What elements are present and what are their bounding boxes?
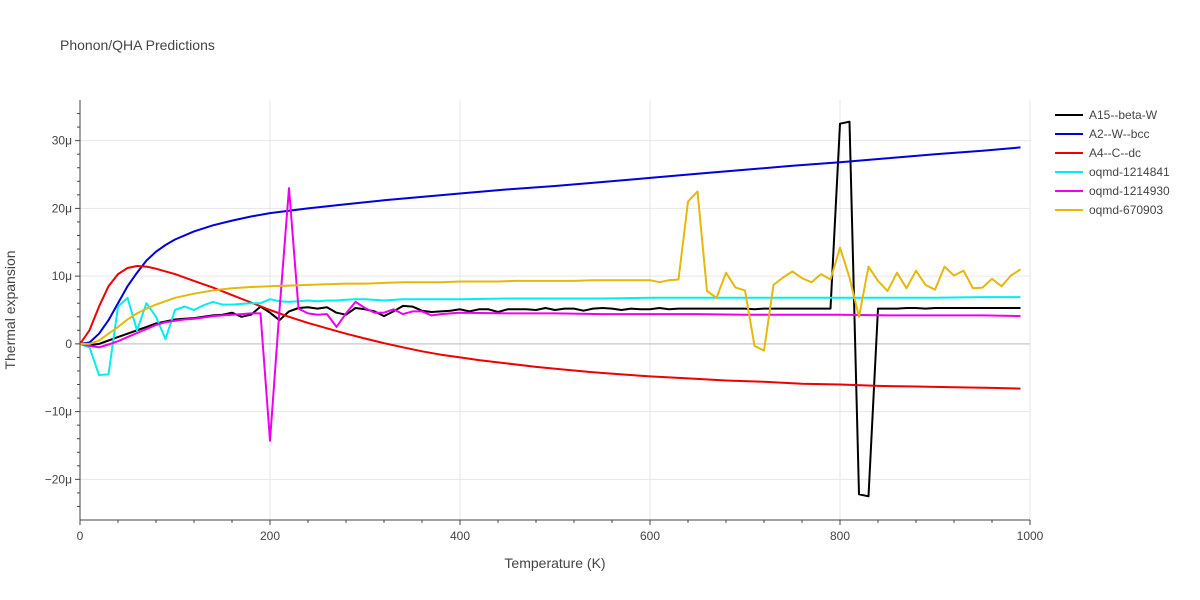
legend-label: oqmd-670903 bbox=[1089, 203, 1163, 217]
y-tick-label: 30μ bbox=[52, 134, 72, 148]
legend-item[interactable]: A15--beta-W bbox=[1055, 108, 1158, 122]
grid-lines bbox=[80, 100, 1031, 520]
y-tick-label: −20μ bbox=[45, 472, 72, 486]
legend-item[interactable]: oqmd-670903 bbox=[1055, 203, 1163, 217]
legend-item[interactable]: A2--W--bcc bbox=[1055, 127, 1149, 141]
legend-item[interactable]: A4--C--dc bbox=[1055, 146, 1141, 160]
legend-item[interactable]: oqmd-1214841 bbox=[1055, 165, 1170, 179]
y-axis-title: Thermal expansion bbox=[2, 250, 18, 369]
plot-area bbox=[79, 120, 1022, 498]
x-tick-label: 400 bbox=[450, 529, 470, 543]
y-tick-labels: −20μ −10μ 0 10μ 20μ 30μ bbox=[45, 134, 73, 487]
x-tick-label: 800 bbox=[830, 529, 850, 543]
legend[interactable]: A15--beta-W A2--W--bcc A4--C--dc oqmd-12148… bbox=[1055, 108, 1170, 217]
y-tick-label: 10μ bbox=[52, 269, 72, 283]
series-line-oqmd-670903 bbox=[80, 190, 1022, 352]
x-tick-label: 600 bbox=[640, 529, 660, 543]
legend-label: oqmd-1214930 bbox=[1089, 184, 1170, 198]
legend-label: oqmd-1214841 bbox=[1089, 165, 1170, 179]
y-tick-label: 0 bbox=[65, 337, 72, 351]
legend-label: A4--C--dc bbox=[1089, 146, 1141, 160]
y-tick-label: −10μ bbox=[45, 405, 72, 419]
legend-item[interactable]: oqmd-1214930 bbox=[1055, 184, 1170, 198]
x-tick-labels: 0 200 400 600 800 1000 bbox=[77, 529, 1044, 543]
chart-title: Phonon/QHA Predictions bbox=[60, 37, 215, 53]
x-axis-title: Temperature (K) bbox=[504, 555, 605, 571]
x-tick-label: 1000 bbox=[1017, 529, 1044, 543]
y-tick-label: 20μ bbox=[52, 201, 72, 215]
x-tick-label: 200 bbox=[260, 529, 280, 543]
series-line-A4--C--dc bbox=[79, 265, 1021, 390]
legend-label: A2--W--bcc bbox=[1089, 127, 1149, 141]
series-line-oqmd-1214930 bbox=[79, 187, 1021, 442]
x-tick-label: 0 bbox=[77, 529, 84, 543]
legend-label: A15--beta-W bbox=[1089, 108, 1158, 122]
series-line-A2--W--bcc bbox=[79, 146, 1021, 345]
series-line-oqmd-1214841 bbox=[79, 296, 1021, 376]
axes bbox=[75, 100, 1031, 525]
